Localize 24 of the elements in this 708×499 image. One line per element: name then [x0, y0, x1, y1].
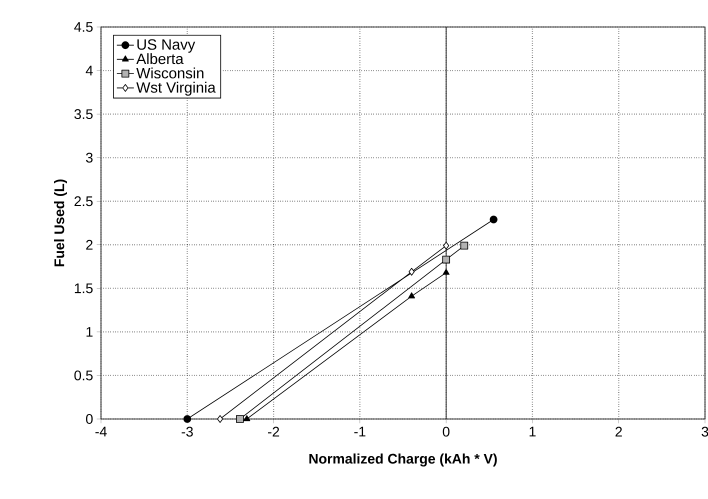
y-tick-label: 3: [86, 152, 93, 163]
y-tick-label: 1: [86, 327, 93, 337]
x-axis-title: Normalized Charge (kAh * V): [309, 453, 497, 467]
y-tick-label: 0: [86, 414, 93, 424]
y-tick-label: 2.5: [74, 196, 93, 206]
x-tick-label: 2: [616, 426, 622, 437]
y-tick-label: 4.5: [74, 22, 93, 32]
x-tick-label: 1: [530, 426, 536, 436]
x-tick-label: -1: [354, 426, 366, 436]
y-tick-label: 3.5: [74, 109, 93, 120]
x-tick-label: 0: [442, 426, 450, 437]
y-tick-label: 0.5: [74, 370, 93, 380]
x-tick-label: 3: [702, 426, 708, 437]
legend-label: Wst Virginia: [136, 82, 216, 96]
legend-label: Alberta: [136, 53, 184, 64]
y-tick-label: 2: [86, 240, 93, 250]
y-tick-label: 4: [86, 66, 93, 76]
y-axis-title: Fuel Used (L): [54, 180, 67, 266]
x-tick-label: -2: [268, 426, 280, 437]
legend-label: US Navy: [137, 39, 196, 53]
y-tick-label: 1.5: [74, 283, 93, 294]
x-tick-label: -3: [182, 426, 193, 437]
legend-label: Wisconsin: [136, 67, 204, 78]
x-tick-label: -4: [95, 426, 107, 436]
